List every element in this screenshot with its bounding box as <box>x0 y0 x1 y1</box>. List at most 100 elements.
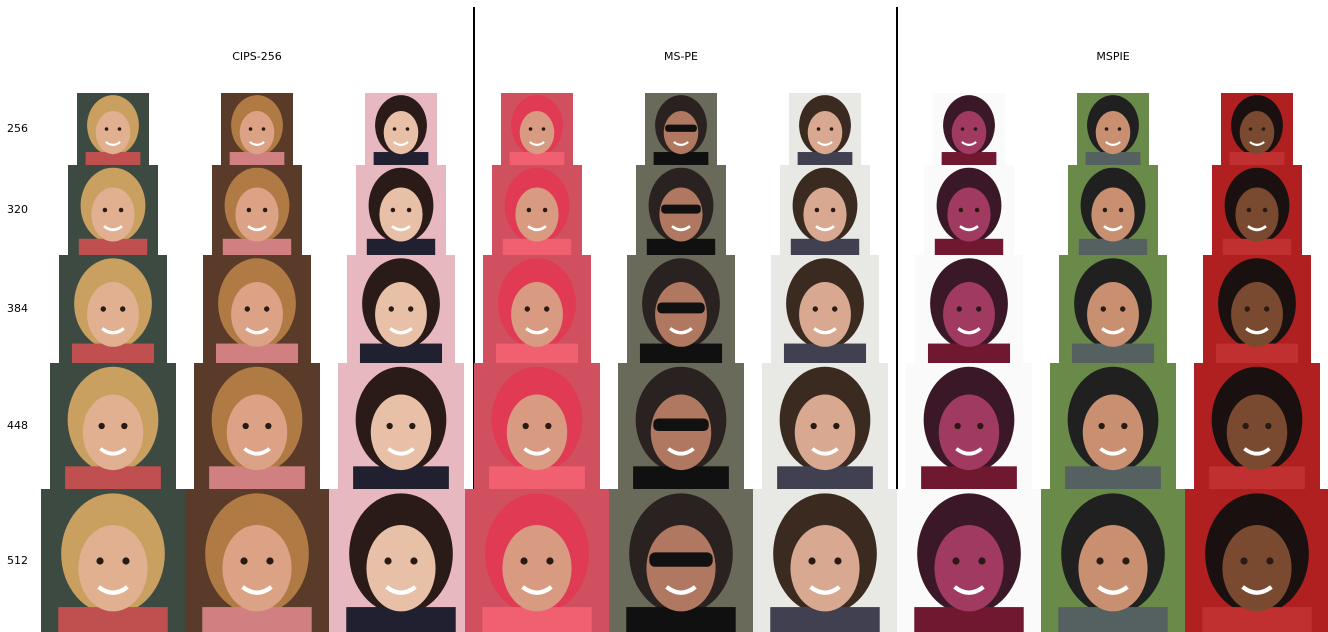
face-image <box>329 489 473 632</box>
face <box>370 394 432 471</box>
face-image <box>501 93 573 165</box>
shoulders <box>71 343 155 363</box>
face-image <box>1203 255 1311 363</box>
shoulders <box>790 238 860 255</box>
row-label: 448 <box>7 419 28 432</box>
mouth <box>1245 327 1269 335</box>
face <box>1078 525 1148 612</box>
eye <box>1264 306 1270 312</box>
eye <box>956 306 962 312</box>
eye <box>833 422 840 430</box>
face <box>78 525 148 612</box>
mouth <box>389 327 413 335</box>
eye <box>528 127 533 131</box>
face <box>235 187 279 242</box>
sunglasses <box>661 204 701 214</box>
eye <box>976 306 982 312</box>
shoulders <box>222 238 292 255</box>
eye <box>1244 306 1250 312</box>
shoulders <box>353 466 449 489</box>
eye <box>1098 422 1105 430</box>
mouth <box>391 225 411 232</box>
mouth <box>105 141 121 146</box>
mouth <box>243 447 271 456</box>
mouth <box>1241 585 1273 595</box>
sunglasses <box>657 302 705 314</box>
face-image <box>645 93 717 165</box>
face <box>226 394 288 471</box>
face <box>379 187 423 242</box>
eye <box>1096 557 1104 565</box>
face-image <box>492 165 582 255</box>
mouth <box>97 585 129 595</box>
face <box>934 525 1004 612</box>
face <box>650 394 712 471</box>
face <box>231 282 283 347</box>
eye <box>978 557 986 565</box>
eye <box>384 557 392 565</box>
mouth <box>809 585 841 595</box>
mouth <box>249 141 265 146</box>
shoulders <box>653 152 709 165</box>
eye <box>102 207 108 213</box>
shoulders <box>1078 238 1148 255</box>
row-label: 256 <box>7 122 28 135</box>
shoulders <box>373 152 429 165</box>
face-image <box>338 363 464 489</box>
mouth <box>957 327 981 335</box>
shoulders <box>359 343 443 363</box>
mouth <box>245 327 269 335</box>
eye <box>973 127 978 131</box>
shoulders <box>934 238 1004 255</box>
face-image <box>365 93 437 165</box>
eye <box>545 422 552 430</box>
face <box>646 525 716 612</box>
shoulders <box>941 152 997 165</box>
face <box>87 282 139 347</box>
face <box>803 187 847 242</box>
shoulders <box>489 466 585 489</box>
eye <box>526 207 532 213</box>
face <box>1231 282 1283 347</box>
shoulders <box>639 343 723 363</box>
face <box>947 187 991 242</box>
face-image <box>77 93 149 165</box>
face-image <box>356 165 446 255</box>
face <box>519 111 555 155</box>
face <box>794 394 856 471</box>
eye <box>522 422 529 430</box>
eye <box>977 422 984 430</box>
row-label: 384 <box>7 302 28 315</box>
eye <box>816 127 821 131</box>
eye <box>98 422 105 430</box>
mouth <box>813 327 837 335</box>
shoulders <box>1209 466 1305 489</box>
column-header: MS-PE <box>664 50 698 63</box>
eye <box>1117 127 1122 131</box>
face <box>375 282 427 347</box>
shoulders <box>921 466 1017 489</box>
eye <box>405 127 410 131</box>
face <box>1239 111 1275 155</box>
eye <box>244 306 250 312</box>
face-image <box>465 489 609 632</box>
mouth <box>525 327 549 335</box>
eye <box>1100 306 1106 312</box>
face-image <box>68 165 158 255</box>
eye <box>829 127 834 131</box>
face <box>1095 111 1131 155</box>
face-image <box>627 255 735 363</box>
eye <box>1102 207 1108 213</box>
mouth <box>247 225 267 232</box>
face-image <box>59 255 167 363</box>
face <box>506 394 568 471</box>
row-label: 512 <box>7 554 28 567</box>
face <box>1222 525 1292 612</box>
eye <box>246 207 252 213</box>
face-image <box>789 93 861 165</box>
face <box>663 111 699 155</box>
mouth <box>103 225 123 232</box>
shoulders <box>495 343 579 363</box>
face <box>1226 394 1288 471</box>
